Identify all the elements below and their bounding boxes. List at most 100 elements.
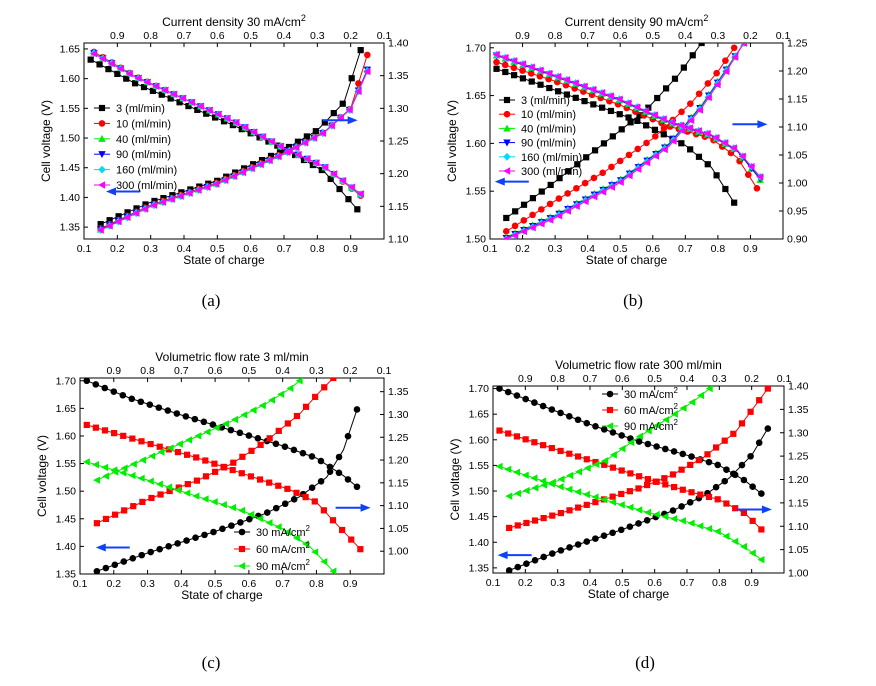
data-point bbox=[106, 217, 113, 224]
data-point bbox=[363, 67, 371, 76]
data-point bbox=[730, 44, 738, 52]
data-point bbox=[496, 427, 503, 434]
data-point bbox=[592, 423, 599, 430]
data-point bbox=[281, 443, 289, 451]
data-point bbox=[256, 514, 264, 523]
data-point bbox=[155, 480, 163, 488]
data-point bbox=[651, 126, 659, 133]
data-point bbox=[493, 58, 500, 66]
y-left-tick-label: 1.50 bbox=[60, 133, 81, 145]
legend-label-sup: 2 bbox=[306, 541, 311, 550]
data-point bbox=[132, 209, 140, 217]
y-right-tick-label: 1.00 bbox=[787, 178, 808, 190]
data-point bbox=[321, 384, 328, 391]
series-magenta-discharge bbox=[492, 50, 764, 181]
data-point bbox=[566, 413, 573, 420]
data-point bbox=[345, 196, 352, 203]
data-point bbox=[565, 485, 573, 494]
data-point bbox=[687, 461, 694, 468]
x-top-tick-label: 0.9 bbox=[106, 365, 121, 377]
data-point bbox=[653, 478, 660, 485]
legend-label-sup: 2 bbox=[674, 418, 679, 427]
data-point bbox=[228, 522, 235, 529]
data-point bbox=[511, 222, 519, 230]
legend-label: 300 (ml/min) bbox=[116, 180, 177, 192]
legend-label: 90 mA/cm2 bbox=[256, 558, 311, 573]
y-left-tick-label: 1.50 bbox=[469, 486, 490, 498]
x-top-tick-label: 0.1 bbox=[777, 373, 792, 385]
data-point bbox=[618, 467, 625, 474]
x-top-tick-label: 0.8 bbox=[143, 30, 158, 42]
data-point bbox=[678, 466, 685, 473]
data-point bbox=[599, 169, 606, 177]
legend-label: 300 (ml/min) bbox=[521, 166, 582, 178]
data-point bbox=[265, 156, 273, 165]
x-tick-label: 0.9 bbox=[743, 243, 758, 255]
x-top-tick-label: 0.1 bbox=[377, 30, 392, 42]
data-point bbox=[357, 546, 364, 553]
data-point bbox=[166, 444, 174, 452]
data-point bbox=[120, 558, 128, 565]
data-point bbox=[557, 409, 564, 417]
data-point bbox=[258, 401, 266, 410]
y-left-tick-label: 1.65 bbox=[466, 90, 487, 102]
data-point bbox=[528, 223, 536, 232]
data-point bbox=[230, 459, 237, 466]
legend-marker bbox=[238, 545, 246, 553]
data-point bbox=[747, 162, 755, 171]
data-point bbox=[214, 110, 222, 119]
data-point bbox=[679, 450, 687, 458]
data-point bbox=[689, 52, 696, 59]
data-point bbox=[327, 122, 335, 130]
data-point bbox=[175, 440, 183, 448]
y-left-tick-label: 1.35 bbox=[56, 569, 77, 581]
chart-b: 0.1 0.2 0.3 0.4 0.5 0.6 0.7 0.8 0.9 0.9 0.8 0.7 0.6 0… bbox=[445, 13, 808, 267]
legend-label: 90 mA/cm2 bbox=[624, 418, 679, 433]
data-point bbox=[311, 548, 319, 556]
data-point bbox=[510, 64, 518, 72]
x-top-tick-label: 0.4 bbox=[277, 30, 292, 42]
data-point bbox=[129, 460, 137, 468]
legend-marker bbox=[606, 422, 614, 430]
data-point bbox=[583, 456, 590, 463]
data-point bbox=[712, 133, 720, 142]
data-point bbox=[97, 221, 104, 228]
data-point bbox=[248, 447, 255, 454]
data-point bbox=[276, 142, 284, 151]
data-point bbox=[92, 381, 100, 388]
x-top-tick-label: 0.7 bbox=[583, 373, 598, 385]
data-point bbox=[511, 231, 519, 239]
data-point bbox=[528, 78, 535, 85]
data-point bbox=[626, 523, 634, 530]
data-point bbox=[695, 153, 703, 160]
y-right-tick-label: 1.25 bbox=[388, 432, 409, 444]
data-point bbox=[555, 212, 563, 220]
data-point bbox=[644, 427, 652, 435]
data-point bbox=[105, 66, 112, 73]
data-point bbox=[277, 390, 285, 398]
data-point bbox=[101, 384, 109, 392]
data-point bbox=[83, 378, 91, 385]
data-point bbox=[311, 498, 318, 505]
series-black-charge bbox=[93, 406, 361, 574]
legend-label: 90 (ml/min) bbox=[116, 149, 171, 161]
data-point bbox=[146, 477, 154, 485]
data-point bbox=[170, 90, 178, 99]
data-point bbox=[540, 553, 547, 561]
data-point bbox=[740, 476, 748, 484]
x-tick-label: 0.6 bbox=[243, 243, 258, 255]
data-point bbox=[347, 183, 355, 191]
x-tick-label: 0.1 bbox=[483, 243, 498, 255]
data-point bbox=[312, 128, 319, 135]
x-top-tick-label: 0.4 bbox=[275, 365, 290, 377]
x-top-tick-label: 0.2 bbox=[743, 30, 758, 42]
data-point bbox=[194, 186, 202, 194]
data-point bbox=[274, 142, 281, 149]
data-point bbox=[247, 130, 254, 137]
data-point bbox=[330, 170, 338, 178]
legend-item: 30 mA/cm2 bbox=[234, 524, 311, 539]
data-point bbox=[704, 93, 712, 102]
data-point bbox=[565, 168, 572, 175]
legend-marker bbox=[98, 181, 106, 189]
data-point bbox=[678, 126, 686, 135]
